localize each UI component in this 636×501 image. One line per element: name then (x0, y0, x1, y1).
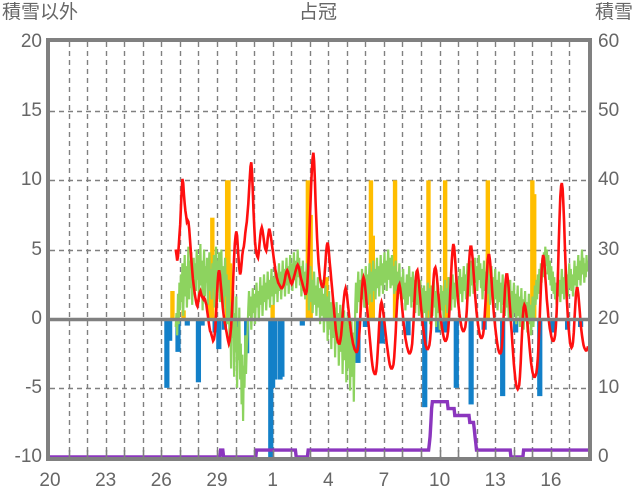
x-tick-label: 16 (540, 470, 562, 491)
x-tick-label: 13 (484, 470, 506, 491)
right-tick-label: 10 (598, 376, 620, 398)
x-tick-label: 1 (267, 470, 278, 491)
right-tick-label: 40 (598, 169, 620, 191)
precipitation-bars (164, 318, 584, 457)
chart-title: 占冠 (298, 2, 337, 23)
right-tick-label: 50 (598, 100, 620, 122)
right-axis-title: 積雪 (594, 2, 633, 23)
left-tick-label: 0 (31, 307, 42, 329)
right-tick-label: 30 (598, 238, 620, 260)
x-tick-label: 26 (150, 470, 172, 491)
left-axis-title: 積雪以外 (2, 2, 79, 23)
x-tick-label: 23 (95, 470, 117, 491)
left-tick-label: -5 (25, 376, 42, 398)
left-tick-label: 5 (31, 238, 42, 260)
right-tick-label: 0 (598, 446, 609, 467)
right-tick-label: 20 (598, 307, 620, 329)
left-tick-label: 15 (20, 100, 42, 122)
x-tick-label: 10 (429, 470, 451, 491)
x-tick-label: 29 (206, 470, 228, 491)
x-tick-label: 7 (378, 470, 390, 491)
wind-line (174, 243, 590, 422)
left-tick-label: 10 (20, 169, 42, 191)
temperature-line (174, 152, 590, 392)
x-tick-label: 20 (39, 470, 61, 491)
right-tick-label: 60 (598, 31, 620, 52)
x-axis-tickmarks (68, 450, 571, 457)
x-tick-label: 4 (322, 470, 334, 491)
left-tick-label: -10 (14, 446, 42, 467)
left-tick-label: 20 (20, 31, 42, 52)
plot-border (46, 38, 592, 461)
